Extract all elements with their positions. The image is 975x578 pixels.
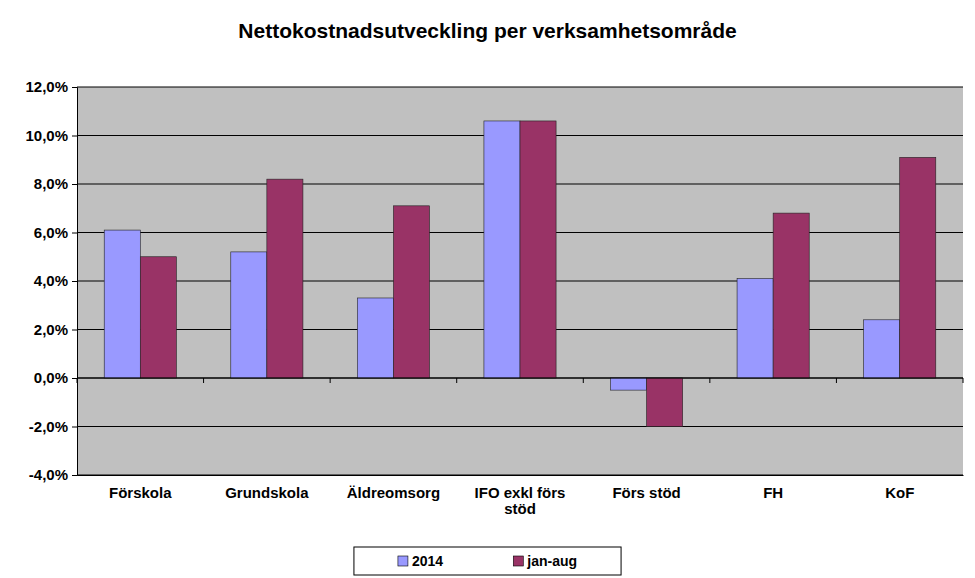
bar — [647, 378, 683, 427]
x-tick: Förs stöd — [612, 475, 680, 501]
plot-background — [77, 87, 963, 475]
legend: 2014 jan-aug — [354, 547, 621, 575]
y-tick-mark — [72, 427, 77, 428]
y-tick-mark — [72, 184, 77, 185]
bar — [864, 320, 900, 378]
y-tick-mark — [72, 378, 77, 379]
y-tick-label: 8,0% — [34, 175, 68, 192]
zero-axis — [77, 378, 963, 383]
y-tick-mark — [72, 233, 77, 234]
legend-label: 2014 — [412, 553, 443, 569]
y-tick-mark — [72, 281, 77, 282]
x-tick-label: Förskola — [109, 484, 172, 501]
x-tick: Grundskola — [225, 475, 309, 501]
category-separator — [330, 378, 331, 383]
legend-box — [354, 547, 621, 575]
bar — [610, 378, 646, 390]
y-tick-label: 6,0% — [34, 224, 68, 241]
legend-swatch — [398, 556, 408, 566]
legend-item: jan-aug — [513, 553, 577, 569]
y-tick-mark — [72, 136, 77, 137]
bar — [520, 121, 556, 378]
x-tick: Äldreomsorg — [347, 475, 440, 501]
y-tick-label: -2,0% — [29, 418, 68, 435]
category-separator — [963, 378, 964, 383]
grid-line — [77, 378, 963, 379]
grid-line — [77, 426, 963, 427]
y-tick-label: 10,0% — [25, 127, 68, 144]
chart: Nettokostnadsutveckling per verksamhetso… — [0, 0, 975, 578]
y-tick: 10,0% — [25, 127, 77, 144]
y-tick: 4,0% — [34, 272, 77, 289]
x-tick: Förskola — [109, 475, 172, 501]
x-axis-line — [78, 475, 964, 476]
bar — [773, 213, 809, 378]
y-tick: -4,0% — [29, 466, 77, 483]
plot: -4,0% -2,0% 0,0% 2,0% 4,0% 6,0% 8,0% 10,0% 12,0%… — [25, 78, 963, 517]
category-separator — [456, 378, 457, 383]
category-separator — [709, 378, 710, 383]
y-tick: 6,0% — [34, 224, 77, 241]
y-tick-label: 2,0% — [34, 321, 68, 338]
x-tick-label: FH — [763, 484, 783, 501]
zero-line — [77, 378, 963, 379]
y-axis-line — [72, 88, 78, 476]
category-separator — [203, 378, 204, 383]
x-tick: FH — [763, 475, 783, 501]
x-tick-label: Grundskola — [225, 484, 309, 501]
bar — [900, 157, 936, 378]
grid — [77, 87, 963, 475]
legend-label: jan-aug — [526, 553, 577, 569]
x-tick-label: KoF — [885, 484, 914, 501]
bars — [104, 121, 936, 427]
bar — [357, 298, 393, 378]
bar — [140, 257, 176, 378]
y-tick-label: 12,0% — [25, 78, 68, 95]
x-tick-label: IFO exkl försstöd — [475, 484, 566, 518]
y-tick: -2,0% — [29, 418, 77, 435]
x-tick: IFO exkl försstöd — [475, 475, 566, 517]
y-tick: 2,0% — [34, 321, 77, 338]
y-tick-label: -4,0% — [29, 466, 68, 483]
category-separator — [583, 378, 584, 383]
y-tick-label: 0,0% — [34, 369, 68, 386]
bar — [104, 230, 140, 378]
y-tick: 12,0% — [25, 78, 77, 95]
bar — [267, 179, 303, 378]
bar — [484, 121, 520, 378]
legend-item: 2014 — [398, 553, 443, 569]
x-axis: Förskola Grundskola Äldreomsorg IFO exkl fö… — [78, 475, 964, 517]
category-separator — [836, 378, 837, 383]
bar — [393, 206, 429, 378]
grid-line — [77, 475, 963, 476]
y-tick: 0,0% — [34, 369, 77, 386]
grid-line — [77, 87, 963, 88]
legend-swatch — [513, 556, 523, 566]
y-tick-mark — [72, 475, 77, 476]
x-tick-label: Förs stöd — [612, 484, 680, 501]
y-tick-mark — [72, 87, 77, 88]
y-tick-label: 4,0% — [34, 272, 68, 289]
y-tick-mark — [72, 330, 77, 331]
x-tick-label: Äldreomsorg — [347, 484, 440, 501]
bar — [737, 279, 773, 378]
title: Nettokostnadsutveckling per verksamhetso… — [238, 19, 736, 42]
y-tick: 8,0% — [34, 175, 77, 192]
y-axis: -4,0% -2,0% 0,0% 2,0% 4,0% 6,0% 8,0% 10,0% 12,0% — [25, 78, 77, 483]
x-tick: KoF — [885, 475, 914, 501]
bar — [231, 252, 267, 378]
